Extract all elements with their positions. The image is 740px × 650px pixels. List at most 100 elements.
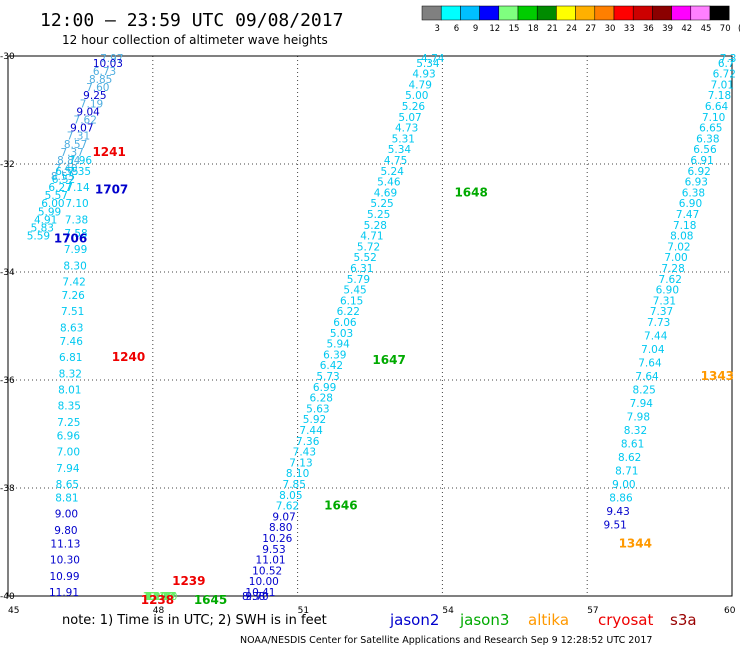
wave-height-value: 5.59 [27,231,50,243]
wave-height-value: 7.98 [627,412,650,424]
wave-height-value: 6.15 [340,295,363,307]
wave-height-value: 6.81 [59,352,82,364]
wave-height-value: 6.99 [313,382,336,394]
wave-height-value: 8.63 [60,322,83,334]
wave-height-value: 7.10 [65,198,88,210]
wave-height-value: 4.75 [384,155,407,167]
wave-height-value: 7.73 [647,317,670,329]
wave-height-value: 9.70 [245,591,268,603]
x-tick-label: 45 [8,606,19,616]
wave-height-value: 7.26 [61,290,85,302]
y-tick-label: -38 [0,484,15,494]
x-tick-label: 54 [442,606,454,616]
wave-height-value: 7.31 [67,131,90,143]
chart-title: 12:00 – 23:59 UTC 09/08/2017 [40,10,343,31]
wave-height-value: 7.42 [62,277,85,289]
scale-swatch [671,5,692,21]
wave-height-value: 5.73 [316,371,339,383]
wave-height-value: 8.10 [286,468,309,480]
wave-height-value: 7.13 [289,457,312,469]
scale-label: 45 [701,24,712,34]
wave-height-value: 7.94 [56,463,80,475]
scale-swatch [613,5,634,21]
wave-height-value: 6.56 [693,144,717,156]
wave-height-value: 7.58 [64,228,87,240]
wave-height-value: 5.25 [370,198,393,210]
wave-height-value: 10.03 [93,58,123,70]
wave-height-value: 7.47 [676,209,699,221]
wave-height-value: 12.70 [147,591,177,603]
pass-time-label: 1646 [324,499,357,513]
scale-label: 9 [473,24,478,34]
chart-subtitle: 12 hour collection of altimeter wave hei… [62,33,328,47]
scale-swatch [498,5,519,21]
wave-height-value: 9.04 [76,106,100,118]
wave-height-value: 7.35 [68,166,91,178]
wave-height-value: 8.53 [51,171,74,183]
wave-height-value: 7.64 [638,358,662,370]
x-tick-label: 57 [587,606,598,616]
scale-swatch [556,5,576,21]
scale-label: 21 [547,24,558,34]
wave-height-value: 10.41 [245,587,275,599]
scale-swatch [440,5,461,21]
wave-height-value: 8.38 [242,591,265,603]
wave-height-value: 7.37 [650,306,673,318]
scale-label: 70 [720,24,731,34]
wave-height-value: 5.34 [416,58,440,70]
wave-height-value: 5.03 [330,328,353,340]
wave-height-value: 5.31 [392,133,415,145]
wave-height-value: 11.13 [50,538,80,550]
wave-height-value: 4.79 [409,79,432,91]
wave-height-value: 5.25 [367,209,390,221]
pass-time-label: 1706 [54,231,87,245]
satellite-legend: jason2 jason3 altika cryosat s3a [389,611,697,629]
pass-time-label: 1344 [619,536,652,550]
wave-height-value: 8.65 [56,479,79,491]
wave-height-value: 4.73 [395,123,418,135]
wave-height-value: 6.65 [699,123,722,135]
wave-height-value: 8.30 [63,260,86,272]
wave-height-value: 9.07 [272,511,295,523]
wave-height-value: 10.00 [249,576,279,588]
footnote: note: 1) Time is in UTC; 2) SWH is in fe… [62,613,327,628]
wave-height-value: 6.91 [690,155,713,167]
wave-height-value: 13.20 [143,591,173,603]
wave-height-value: 7.3 [720,53,737,65]
wave-height-value: 6.52 [52,174,75,186]
x-tick-label: 48 [153,606,165,616]
scale-label: 6 [454,24,459,34]
wave-height-value: 7.94 [630,398,654,410]
pass-time-label: 1240 [112,350,145,364]
wave-height-value: 8.32 [624,425,647,437]
wave-height-value: 7.31 [653,295,676,307]
wave-height-value: 7.62 [659,274,682,286]
wave-height-value: 9.00 [612,479,635,491]
wave-height-value: 8.81 [55,493,78,505]
wave-height-value: 6.06 [333,317,357,329]
y-tick-label: -32 [0,160,15,170]
wave-height-value: 6.31 [350,263,373,275]
pass-time-label: 1343 [701,369,734,383]
wave-height-value: 9.51 [603,520,626,532]
wave-height-value: 7.19 [80,98,103,110]
wave-height-value: 13.06 [144,591,174,603]
wave-height-value: 8.62 [618,452,641,464]
wave-height-value: 7.44 [299,425,323,437]
wave-height-value: 7.00 [57,447,80,459]
wave-height-value: 6.28 [310,393,333,405]
wave-height-value: 10.30 [50,555,80,567]
credit-line: NOAA/NESDIS Center for Satellite Applica… [240,635,652,646]
wave-height-value: 7.04 [641,344,665,356]
wave-height-value: 7.62 [276,501,299,513]
scale-swatch [652,5,672,21]
scale-swatch [460,5,480,21]
x-tick-label: 60 [724,606,736,616]
pass-time-label: 1707 [95,183,128,197]
wave-height-value: 10.26 [262,533,292,545]
wave-height-value: 7.18 [673,220,696,232]
wave-height-value: 6.90 [679,198,702,210]
wave-height-value: 13.27 [146,591,176,603]
wave-height-value: 7.10 [702,112,725,124]
wave-height-value: 5.24 [381,166,405,178]
